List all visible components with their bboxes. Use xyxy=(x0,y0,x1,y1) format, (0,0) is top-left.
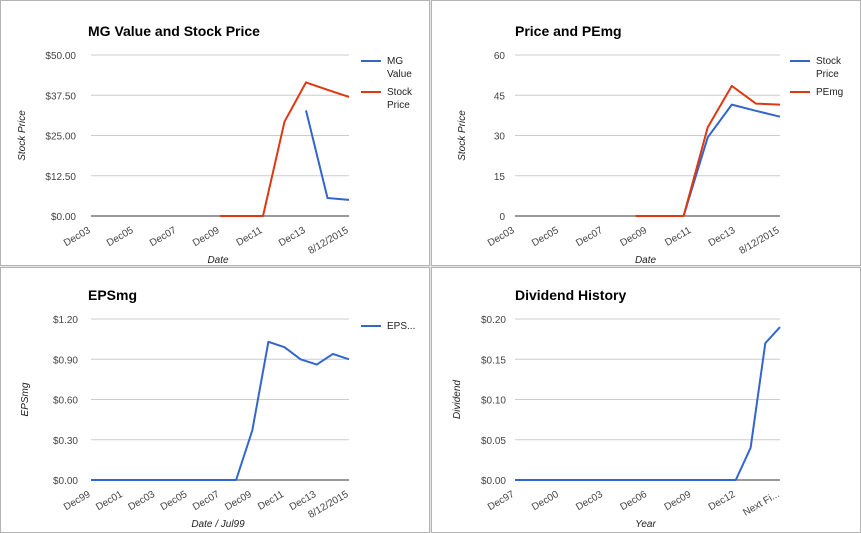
y-tick-label: $0.60 xyxy=(53,396,78,407)
y-tick-label: $50.00 xyxy=(45,51,76,62)
legend-label-0: MG xyxy=(387,56,403,67)
chart-panel-dividend-history: Dividend History $0.00 $0.05 $0.10 $0.15 $0.2… xyxy=(431,267,861,533)
chart-panel-mg-value: MG Value and Stock Price $0.00 $12.50 $25.0… xyxy=(0,0,430,266)
y-tick-label: $0.90 xyxy=(53,355,78,366)
chart-panel-price-pemg: Price and PEmg 0 15 30 45 60 Dec03 Dec05 Dec07 De… xyxy=(431,0,861,266)
x-tick-label: Dec00 xyxy=(530,489,561,513)
x-tick-label: Dec12 xyxy=(707,489,738,513)
y-tick-label: $0.00 xyxy=(51,212,76,223)
x-tick-label: Dec07 xyxy=(148,225,179,249)
x-tick-label: Dec09 xyxy=(663,489,694,513)
x-axis-label: Date xyxy=(635,255,657,266)
x-tick-label: Dec99 xyxy=(62,489,93,513)
chart-mg-value-svg: MG Value and Stock Price $0.00 $12.50 $25.0… xyxy=(17,23,413,266)
legend-label-0: Stock xyxy=(816,56,842,67)
x-tick-label: 8/12/2015 xyxy=(306,225,350,257)
y-tick-label: $0.00 xyxy=(53,476,78,487)
legend-label-0: Value xyxy=(387,69,412,80)
x-axis-label: Date / Jul99 xyxy=(191,519,245,530)
chart-epsmg-svg: EPSmg $0.00 $0.30 $0.60 $0.90 $1.20 Dec99 Dec01… xyxy=(20,287,415,530)
x-tick-label: Dec03 xyxy=(62,225,93,249)
y-tick-label: $0.00 xyxy=(481,476,506,487)
y-tick-label: 45 xyxy=(494,91,506,102)
chart-title: Price and PEmg xyxy=(515,23,622,39)
x-tick-label: Dec13 xyxy=(707,225,738,249)
series-line-1 xyxy=(635,84,781,217)
y-axis-label: Stock Price xyxy=(457,110,468,161)
legend-label-0: Price xyxy=(816,69,839,80)
x-tick-label: Dec05 xyxy=(530,225,561,249)
y-tick-label: 30 xyxy=(494,132,506,143)
y-axis-label: Dividend xyxy=(452,380,463,419)
x-tick-label: Dec11 xyxy=(256,489,286,513)
x-axis-label: Year xyxy=(635,519,656,530)
x-tick-label: Dec06 xyxy=(618,489,649,513)
legend-label-0: EPS... xyxy=(387,321,415,332)
x-tick-label: Next Fi... xyxy=(741,489,781,519)
series-line-0 xyxy=(515,326,781,481)
x-tick-label: Dec07 xyxy=(191,489,222,513)
y-tick-label: $0.05 xyxy=(481,436,506,447)
y-axis-label: EPSmg xyxy=(20,382,31,416)
x-tick-label: Dec03 xyxy=(574,489,605,513)
y-tick-label: $0.20 xyxy=(481,315,506,326)
x-tick-label: Dec09 xyxy=(223,489,254,513)
chart-title: MG Value and Stock Price xyxy=(88,23,260,39)
y-tick-label: $12.50 xyxy=(45,172,76,183)
x-tick-label: Dec11 xyxy=(663,225,693,249)
x-tick-label: Dec97 xyxy=(486,489,517,513)
chart-price-pemg-svg: Price and PEmg 0 15 30 45 60 Dec03 Dec05 Dec07 De… xyxy=(457,23,843,266)
x-tick-label: Dec05 xyxy=(105,225,136,249)
x-tick-label: Dec05 xyxy=(159,489,190,513)
series-line-0 xyxy=(91,340,350,481)
series-line-1 xyxy=(220,81,350,217)
x-tick-label: Dec03 xyxy=(486,225,517,249)
x-tick-label: Dec13 xyxy=(277,225,308,249)
legend-label-1: Price xyxy=(387,100,410,111)
legend-label-1: Stock xyxy=(387,87,413,98)
y-tick-label: $0.30 xyxy=(53,436,78,447)
series-line-0 xyxy=(682,103,781,217)
y-tick-label: 15 xyxy=(494,172,506,183)
y-axis-label: Stock Price xyxy=(17,110,28,161)
series-line-0 xyxy=(305,110,350,201)
x-tick-label: Dec09 xyxy=(618,225,649,249)
chart-dividend-history-svg: Dividend History $0.00 $0.05 $0.10 $0.15 $0.2… xyxy=(452,287,782,530)
legend-label-1: PEmg xyxy=(816,87,843,98)
x-tick-label: Dec11 xyxy=(235,225,265,249)
x-tick-label: 8/12/2015 xyxy=(737,225,781,257)
y-tick-label: $1.20 xyxy=(53,315,78,326)
y-tick-label: $0.10 xyxy=(481,396,506,407)
chart-title: Dividend History xyxy=(515,287,626,303)
x-tick-label: Dec03 xyxy=(126,489,157,513)
y-tick-label: $0.15 xyxy=(481,355,506,366)
x-tick-label: Dec01 xyxy=(94,489,125,513)
x-axis-label: Date xyxy=(207,255,229,266)
x-tick-label: Dec07 xyxy=(574,225,605,249)
chart-title: EPSmg xyxy=(88,287,137,303)
y-tick-label: 0 xyxy=(499,212,505,223)
y-tick-label: $37.50 xyxy=(45,91,76,102)
chart-panel-epsmg: EPSmg $0.00 $0.30 $0.60 $0.90 $1.20 Dec99 Dec01… xyxy=(0,267,430,533)
y-tick-label: 60 xyxy=(494,51,506,62)
x-tick-label: Dec09 xyxy=(191,225,222,249)
y-tick-label: $25.00 xyxy=(45,132,76,143)
